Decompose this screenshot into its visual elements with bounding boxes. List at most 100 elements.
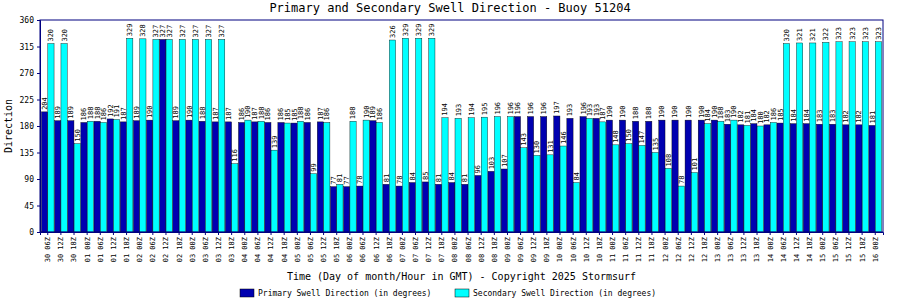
data-label: 328 <box>139 24 147 37</box>
bar <box>488 171 494 232</box>
data-label: 186 <box>376 108 384 121</box>
data-label: 323 <box>862 27 870 40</box>
bar <box>205 39 211 232</box>
tick: 03 00Z <box>189 232 197 262</box>
bar <box>87 121 93 232</box>
tick-label: 09 18Z <box>543 237 551 262</box>
bar <box>396 186 402 232</box>
bars <box>41 38 881 232</box>
tick: 08 12Z <box>478 232 486 262</box>
bar <box>856 125 862 232</box>
tick: 15 00Z <box>819 232 827 262</box>
tick: 06 00Z <box>346 232 354 262</box>
bar <box>738 125 744 232</box>
bar <box>711 120 717 232</box>
tick-label: 270 <box>20 69 35 78</box>
legend-label: Secondary Swell Direction (in degrees) <box>473 289 656 298</box>
tick-label: 04 00Z <box>241 237 249 262</box>
tick-label: 12 12Z <box>688 237 696 262</box>
bar <box>304 122 310 232</box>
tick-label: 15 00Z <box>819 237 827 262</box>
data-label: 190 <box>363 105 371 118</box>
tick-label: 08 00Z <box>451 237 459 262</box>
bar <box>383 184 389 232</box>
bar <box>291 123 297 232</box>
bar <box>271 150 277 232</box>
data-label: 96 <box>474 165 482 173</box>
tick-label: 13 00Z <box>714 237 722 262</box>
tick: 06 06Z <box>359 232 367 262</box>
tick-label: 06 00Z <box>346 237 354 262</box>
data-label: 181 <box>869 111 877 124</box>
data-label: 84 <box>409 172 417 180</box>
tick: 360 <box>20 16 40 25</box>
legend-swatch <box>455 289 469 297</box>
tick: 14 12Z <box>793 232 801 262</box>
bar <box>652 153 658 233</box>
data-label: 329 <box>415 24 423 37</box>
data-label: 326 <box>389 25 397 38</box>
data-label: 197 <box>553 101 561 114</box>
tick-label: 06 18Z <box>386 237 394 262</box>
bar <box>731 120 737 232</box>
tick: 02 18Z <box>176 232 184 262</box>
bar <box>678 186 684 232</box>
tick-label: 06 06Z <box>359 237 367 262</box>
data-label: 81 <box>336 174 344 182</box>
tick: 270 <box>20 69 40 78</box>
bar <box>278 122 284 232</box>
bar <box>41 112 47 232</box>
tick-label: 09 00Z <box>504 237 512 262</box>
tick-label: 10 12Z <box>583 237 591 262</box>
tick: 180 <box>20 122 40 131</box>
tick: 08 06Z <box>465 232 473 262</box>
bar <box>344 187 350 232</box>
tick: 10 00Z <box>556 232 564 262</box>
data-label: 190 <box>185 105 193 118</box>
tick-label: 05 12Z <box>320 237 328 262</box>
tick-label: 03 12Z <box>215 237 223 262</box>
data-label: 196 <box>527 102 535 115</box>
bar <box>232 164 238 232</box>
tick: 05 18Z <box>333 232 341 262</box>
bar <box>849 42 855 232</box>
bar <box>81 122 87 232</box>
tick: 05 06Z <box>307 232 315 262</box>
tick-label: 01 00Z <box>84 237 92 262</box>
tick: 0 <box>29 228 40 237</box>
data-label: 143 <box>520 133 528 146</box>
bar <box>324 122 330 232</box>
tick-label: 05 00Z <box>294 237 302 262</box>
data-label: 181 <box>744 111 752 124</box>
bar <box>875 42 881 232</box>
bar <box>140 39 146 232</box>
data-label: 107 <box>501 154 509 167</box>
tick-label: 03 18Z <box>228 237 236 262</box>
data-label: 329 <box>402 24 410 37</box>
bar <box>422 182 428 232</box>
data-label: 194 <box>468 103 476 116</box>
y-axis-title: Direction <box>3 99 14 153</box>
tick: 12 00Z <box>662 232 670 262</box>
tick-label: 10 06Z <box>570 237 578 262</box>
bar <box>599 122 605 232</box>
data-label: 131 <box>547 140 555 153</box>
data-label: 99 <box>310 163 318 171</box>
tick: 09 18Z <box>543 232 551 262</box>
data-label: 329 <box>428 24 436 37</box>
tick-label: 01 06Z <box>97 237 105 262</box>
data-label: 139 <box>271 135 279 148</box>
bar <box>100 122 106 232</box>
data-label: 146 <box>560 131 568 144</box>
tick-label: 07 06Z <box>412 237 420 262</box>
data-label: 135 <box>652 138 660 151</box>
tick: 09 12Z <box>530 232 538 262</box>
tick: 08 00Z <box>451 232 459 262</box>
bar <box>541 117 547 232</box>
tick-label: 10 00Z <box>556 237 564 262</box>
data-label: 322 <box>822 28 830 41</box>
tick: 14 06Z <box>780 232 788 262</box>
tick: 09 00Z <box>504 232 512 262</box>
data-label: 185 <box>284 108 292 121</box>
data-label: 193 <box>455 104 463 117</box>
